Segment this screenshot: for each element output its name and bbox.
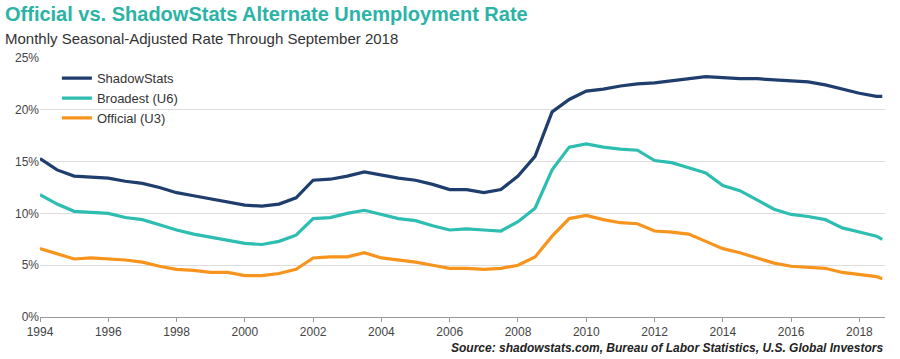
svg-text:10%: 10%: [15, 207, 39, 221]
svg-text:2000: 2000: [231, 325, 258, 339]
svg-text:Source: shadowstats.com, Burea: Source: shadowstats.com, Bureau of Labor…: [451, 341, 883, 355]
svg-text:2018: 2018: [846, 325, 873, 339]
svg-text:15%: 15%: [15, 155, 39, 169]
svg-text:25%: 25%: [15, 51, 39, 65]
svg-text:Official vs. ShadowStats Alter: Official vs. ShadowStats Alternate Unemp…: [5, 3, 528, 25]
svg-text:2014: 2014: [709, 325, 736, 339]
svg-text:2010: 2010: [573, 325, 600, 339]
svg-text:2004: 2004: [368, 325, 395, 339]
svg-text:Official (U3): Official (U3): [97, 111, 165, 126]
svg-text:0%: 0%: [22, 310, 40, 324]
svg-text:2016: 2016: [778, 325, 805, 339]
svg-text:1998: 1998: [163, 325, 190, 339]
svg-text:5%: 5%: [22, 258, 40, 272]
svg-text:ShadowStats: ShadowStats: [97, 71, 174, 86]
svg-text:2008: 2008: [505, 325, 532, 339]
svg-text:2012: 2012: [641, 325, 668, 339]
svg-text:1996: 1996: [95, 325, 122, 339]
svg-text:Broadest (U6): Broadest (U6): [97, 91, 178, 106]
svg-text:2006: 2006: [436, 325, 463, 339]
svg-text:2002: 2002: [300, 325, 327, 339]
svg-text:20%: 20%: [15, 103, 39, 117]
svg-text:1994: 1994: [27, 325, 54, 339]
svg-text:Monthly Seasonal-Adjusted Rate: Monthly Seasonal-Adjusted Rate Through S…: [5, 30, 398, 47]
